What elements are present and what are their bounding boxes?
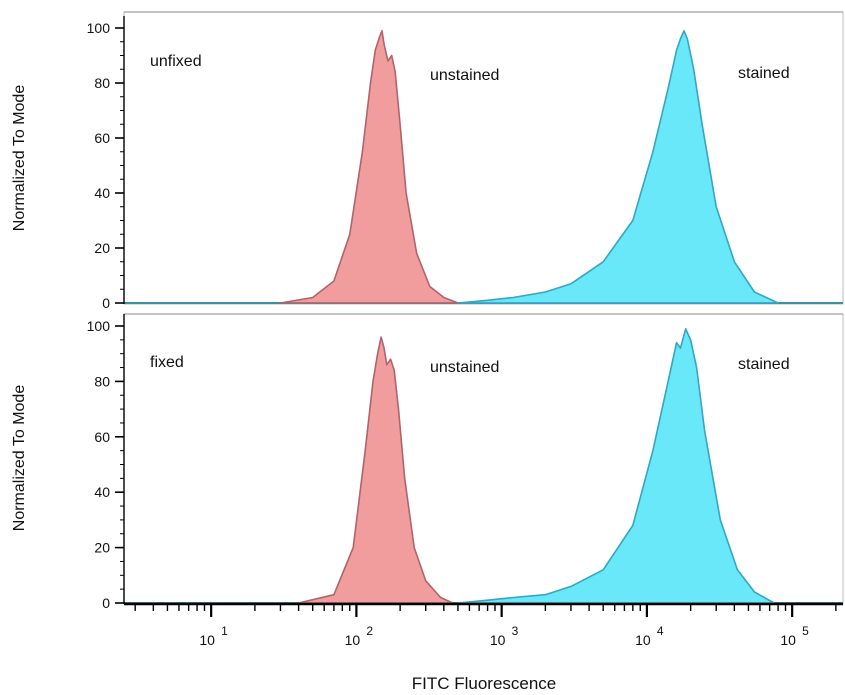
y-tick-label: 80	[94, 75, 110, 91]
y-tick-label: 60	[94, 130, 110, 146]
panel-label: unfixed	[150, 53, 202, 70]
y-tick-label: 0	[102, 595, 110, 611]
x-axis-label: FITC Fluorescence	[412, 674, 557, 693]
y-tick-label: 80	[94, 373, 110, 389]
x-tick-label: 10	[635, 632, 651, 648]
x-tick-exponent: 5	[802, 624, 809, 638]
y-tick-label: 40	[94, 185, 110, 201]
panel-unfixed: 0 20 40 60 80 100 unfixed unstained stained N…	[11, 11, 844, 311]
y-tick-label: 20	[94, 240, 110, 256]
y-tick-label: 100	[87, 20, 111, 36]
series-area-unstained	[297, 336, 454, 604]
peak-label-stained: stained	[738, 356, 790, 373]
y-axis-label: Normalized To Mode	[11, 385, 28, 532]
series-area-stained	[457, 30, 779, 304]
x-tick-exponent: 3	[512, 624, 519, 638]
y-tick-label: 60	[94, 429, 110, 445]
y-tick-label: 0	[102, 295, 110, 311]
x-tick-label: 10	[199, 632, 215, 648]
y-axis-label: Normalized To Mode	[11, 85, 28, 232]
y-tick-label: 40	[94, 484, 110, 500]
panel-fixed: 0 20 40 60 80 100 10 1 10 2 10 3 10 4 10 5 fixed unsta…	[11, 313, 844, 693]
y-tick-label: 100	[87, 318, 111, 334]
peak-label-unstained: unstained	[430, 67, 499, 84]
x-tick-exponent: 2	[366, 624, 373, 638]
y-tick-label: 20	[94, 540, 110, 556]
plot-frame	[123, 313, 844, 605]
x-tick-exponent: 4	[657, 624, 664, 638]
x-tick-exponent: 1	[221, 624, 228, 638]
x-tick-label: 10	[780, 632, 796, 648]
peak-label-unstained: unstained	[430, 359, 499, 376]
x-tick-label: 10	[345, 632, 361, 648]
peak-label-stained: stained	[738, 65, 790, 82]
series-area-stained	[457, 328, 775, 604]
panel-label: fixed	[150, 354, 184, 371]
plot-frame	[123, 11, 844, 305]
x-tick-label: 10	[490, 632, 506, 648]
series-area-unstained	[279, 30, 459, 304]
